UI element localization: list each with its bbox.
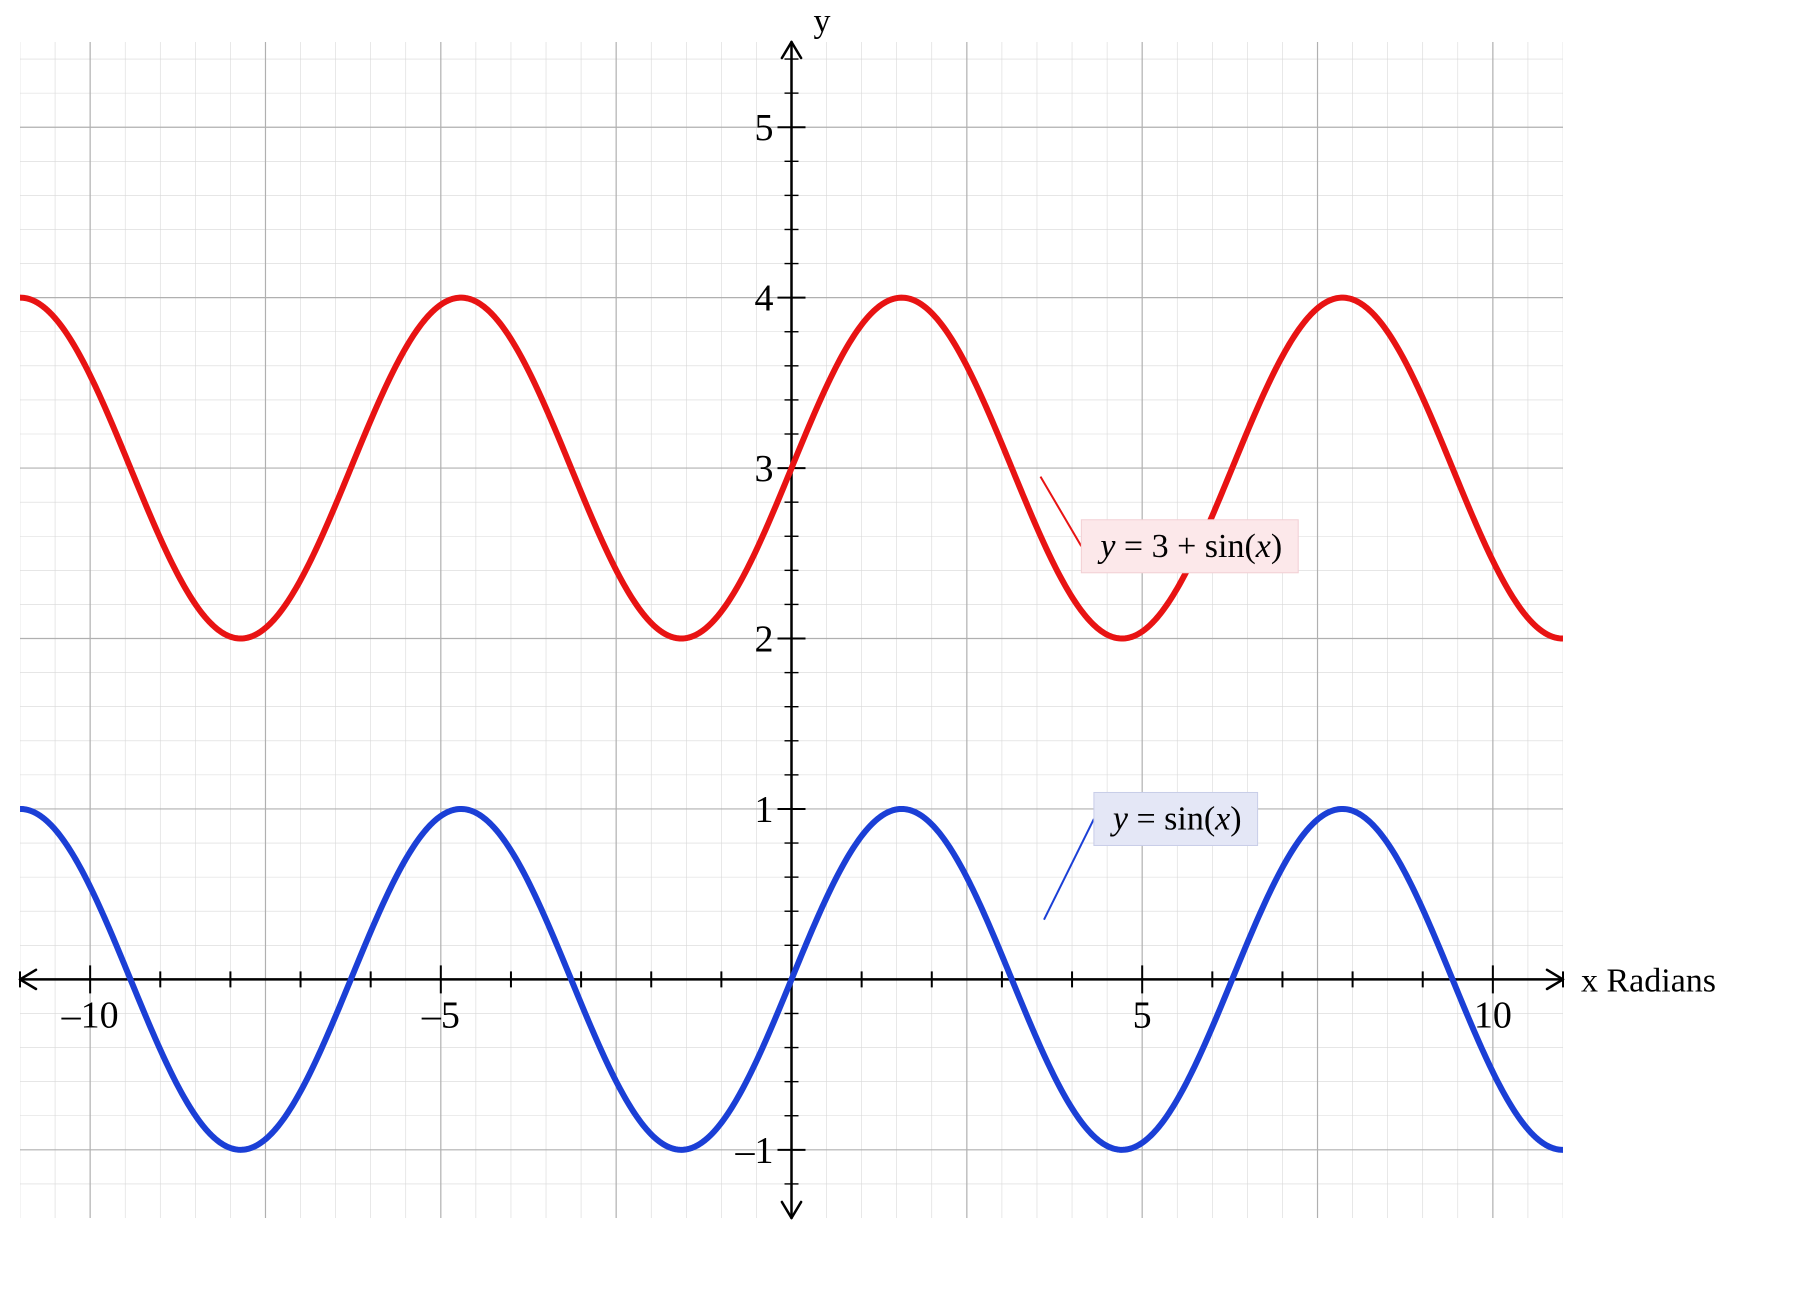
y-tick-label: 2 — [755, 619, 774, 661]
y-tick-label: 4 — [755, 278, 774, 320]
chart-svg: –10 –5 5 10 –1 1 2 3 4 5 x Radians y y = sin(x) y = 3… — [0, 0, 1793, 1300]
sine-shift-chart: –10 –5 5 10 –1 1 2 3 4 5 x Radians y y = sin(x) y = 3… — [0, 0, 1793, 1300]
y-tick-label: 1 — [755, 789, 774, 831]
curve-label-sin: y = sin(x) — [1110, 800, 1242, 837]
x-tick-label: 10 — [1474, 994, 1512, 1036]
y-tick-label: 3 — [755, 448, 774, 490]
x-tick-label: –5 — [421, 994, 460, 1036]
x-tick-label: –10 — [61, 994, 119, 1036]
x-tick-label: 5 — [1133, 994, 1152, 1036]
x-axis-label: x Radians — [1581, 962, 1716, 999]
curve-label-sin_plus_3: y = 3 + sin(x) — [1097, 528, 1282, 565]
y-tick-label: –1 — [735, 1130, 774, 1172]
y-tick-label: 5 — [755, 107, 774, 149]
y-axis-label: y — [814, 3, 831, 40]
